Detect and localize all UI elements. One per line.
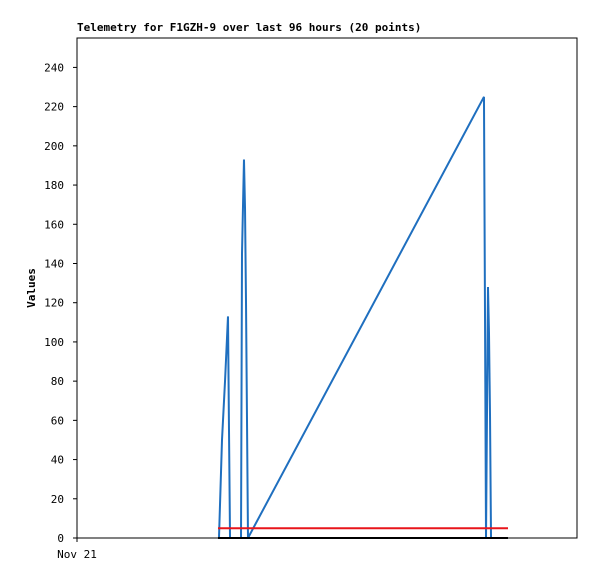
y-tick-label: 180 xyxy=(44,179,64,192)
series-line xyxy=(217,96,493,539)
y-tick-label: 0 xyxy=(57,532,64,545)
y-tick-label: 200 xyxy=(44,140,64,153)
y-axis-label: Values xyxy=(25,268,38,308)
x-tick-label: Nov 21 xyxy=(57,548,97,561)
plot-frame xyxy=(76,37,578,539)
y-tick-label: 140 xyxy=(44,257,64,270)
y-tick-label: 220 xyxy=(44,101,64,114)
y-tick-label: 80 xyxy=(51,375,64,388)
y-tick-label: 100 xyxy=(44,336,64,349)
chart-title: Telemetry for F1GZH-9 over last 96 hours… xyxy=(77,21,421,34)
y-tick-label: 160 xyxy=(44,218,64,231)
y-tick-label: 120 xyxy=(44,297,64,310)
y-tick-label: 20 xyxy=(51,493,64,506)
y-tick-label: 40 xyxy=(51,454,64,467)
y-tick-label: 240 xyxy=(44,61,64,74)
y-tick-label: 60 xyxy=(51,414,64,427)
